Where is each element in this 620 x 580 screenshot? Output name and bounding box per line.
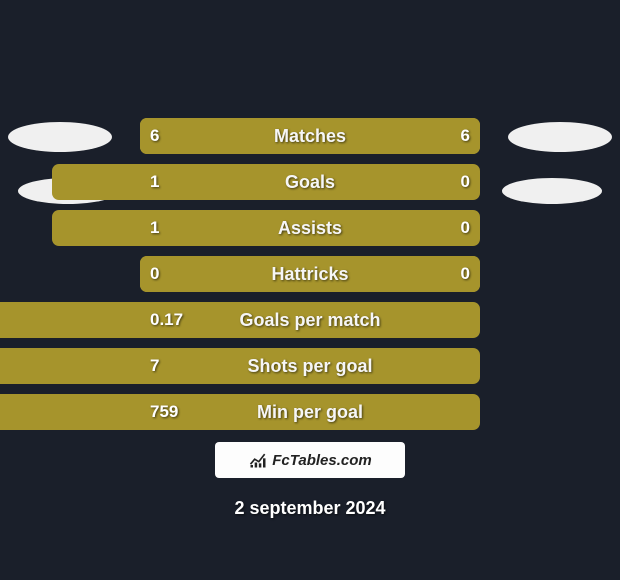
branding-text: FcTables.com (272, 452, 371, 469)
stat-label: Matches (0, 118, 620, 154)
stat-row: 00Hattricks (0, 256, 620, 292)
branding-badge: FcTables.com (215, 442, 405, 478)
stat-row: 66Matches (0, 118, 620, 154)
stat-label: Min per goal (0, 394, 620, 430)
stat-label: Hattricks (0, 256, 620, 292)
stat-label: Goals (0, 164, 620, 200)
stat-row: 10Assists (0, 210, 620, 246)
stat-label: Shots per goal (0, 348, 620, 384)
stat-row: 7Shots per goal (0, 348, 620, 384)
chart-icon (248, 450, 268, 470)
stat-row: 0.17Goals per match (0, 302, 620, 338)
stat-row: 759Min per goal (0, 394, 620, 430)
date-label: 2 september 2024 (0, 498, 620, 519)
stat-row: 10Goals (0, 164, 620, 200)
stats-area: 66Matches 10Goals 10Assists 00Hattricks 0.17… (0, 118, 620, 440)
stat-label: Goals per match (0, 302, 620, 338)
stat-label: Assists (0, 210, 620, 246)
